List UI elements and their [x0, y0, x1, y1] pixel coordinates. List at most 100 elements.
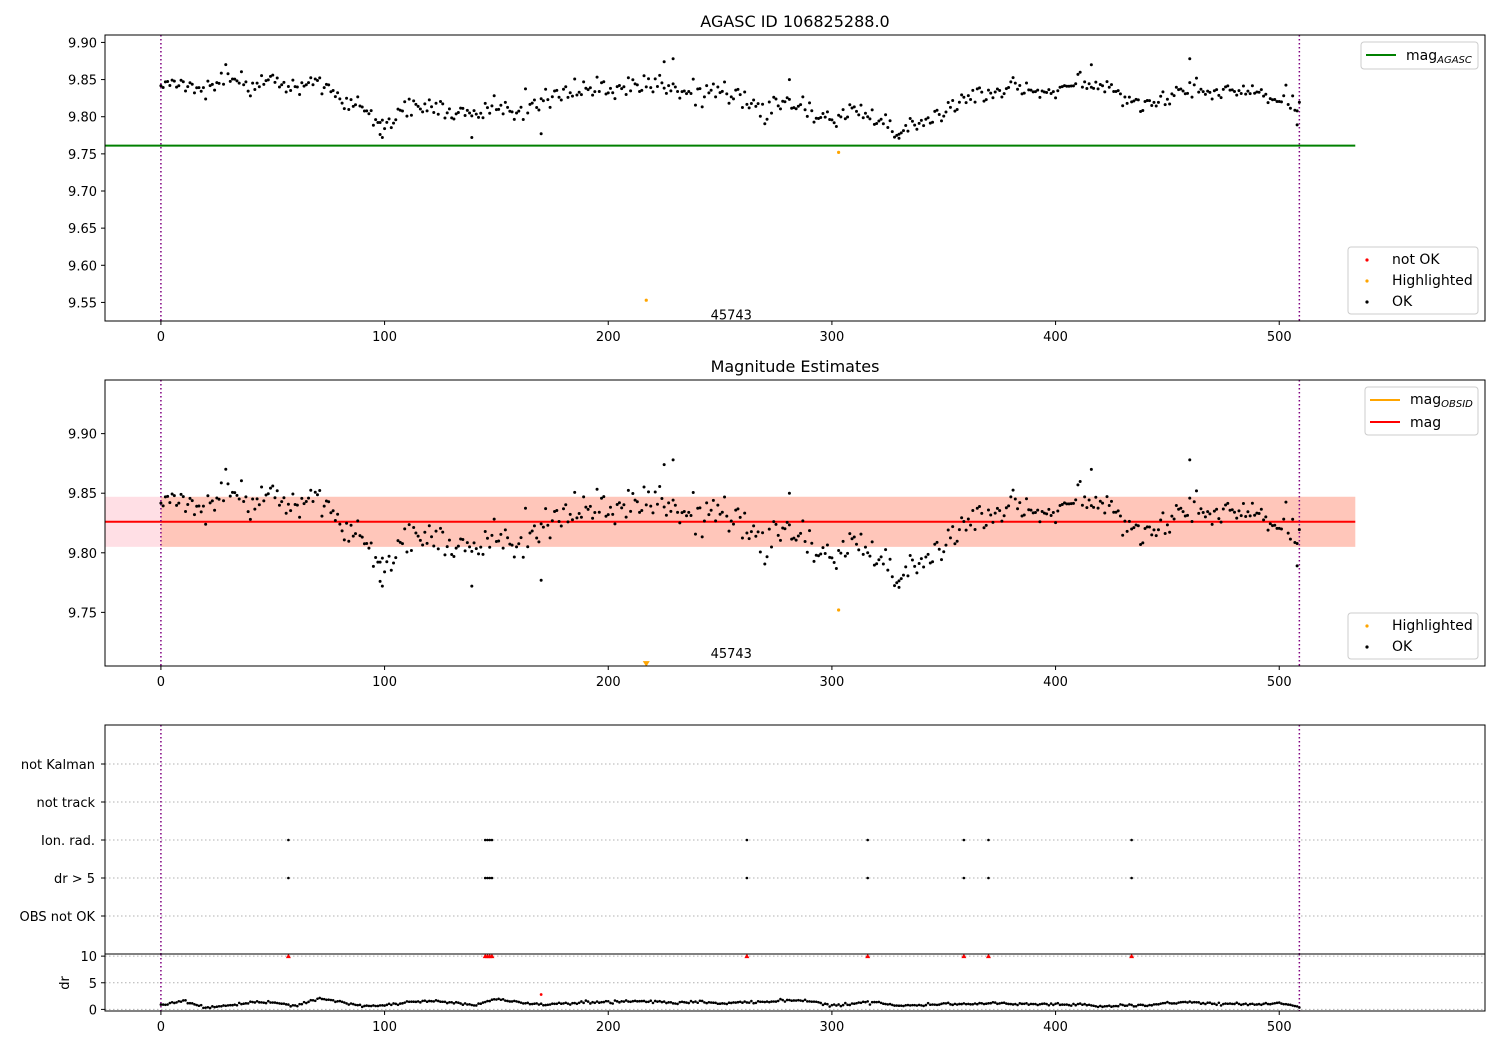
dr-point: [1284, 1002, 1288, 1006]
ok-point: [436, 547, 440, 551]
ok-point: [897, 585, 901, 589]
dr-point: [378, 1004, 382, 1007]
ok-point: [747, 106, 751, 110]
dr-point: [644, 1000, 648, 1004]
ok-point: [1094, 495, 1098, 499]
ok-point: [483, 101, 487, 105]
ok-point: [1134, 97, 1138, 101]
ok-point: [808, 529, 812, 533]
ok-point: [893, 135, 897, 139]
ok-point: [246, 510, 250, 514]
ok-point: [1266, 101, 1270, 105]
ok-point: [808, 101, 812, 105]
panel1-ytick-label: 9.65: [68, 222, 97, 237]
ok-point: [1121, 533, 1125, 537]
dr-point: [249, 1000, 252, 1003]
ok-point: [208, 501, 212, 505]
dr-point: [788, 998, 791, 1002]
ok-point: [725, 514, 729, 518]
panel1-xtick-label: 500: [1267, 330, 1292, 345]
ok-point: [886, 568, 890, 572]
ok-point: [172, 79, 176, 83]
dr-point: [1014, 1002, 1017, 1006]
dr-point: [421, 999, 424, 1003]
ok-point: [1096, 87, 1100, 91]
dr-point: [1291, 1004, 1294, 1007]
ok-point: [1154, 104, 1158, 108]
ok-point: [1244, 92, 1248, 96]
ok-point: [1094, 80, 1098, 84]
dr-point: [627, 1000, 630, 1003]
ok-point: [680, 511, 684, 515]
ok-point: [723, 80, 727, 84]
ok-point: [573, 490, 577, 494]
dr-point: [913, 1003, 916, 1007]
ok-point: [425, 109, 429, 113]
ok-point: [1045, 512, 1049, 516]
ok-point: [765, 555, 769, 559]
dr-point: [962, 1002, 966, 1005]
dr-point: [996, 1002, 999, 1006]
dr-point: [309, 998, 313, 1002]
ok-point: [969, 97, 973, 101]
ok-point: [1074, 82, 1078, 86]
ok-point: [465, 541, 469, 545]
dr-point: [298, 1002, 301, 1006]
ok-point: [966, 517, 970, 521]
dr-point: [597, 1001, 601, 1005]
dr-point: [559, 1002, 563, 1005]
ok-point: [1143, 100, 1147, 104]
dr-point: [242, 1002, 245, 1006]
ok-point: [852, 105, 856, 109]
ok-point: [409, 113, 413, 117]
ok-point: [1282, 94, 1286, 98]
ok-point: [242, 83, 246, 87]
ok-point: [837, 548, 841, 552]
dr-point: [311, 998, 315, 1002]
dr-point: [984, 1002, 988, 1006]
ok-point: [242, 499, 246, 503]
dr-point: [490, 998, 494, 1002]
dr-point: [613, 999, 617, 1002]
ok-point: [1215, 507, 1219, 511]
dr-point: [817, 1000, 820, 1004]
dr-point: [307, 1000, 310, 1004]
ok-point: [743, 90, 747, 94]
dr-point: [1020, 1002, 1024, 1006]
ok-point: [1148, 525, 1152, 529]
dr-point: [922, 1004, 925, 1008]
ok-point: [1033, 511, 1037, 515]
ok-point: [1132, 526, 1136, 530]
panel1-ytick-label: 9.60: [68, 259, 97, 274]
flag-point: [486, 876, 489, 880]
ok-point: [374, 118, 378, 122]
ok-point: [1096, 506, 1100, 510]
ok-point: [1291, 94, 1295, 98]
dr-point: [273, 1001, 277, 1004]
dr-point: [179, 1000, 183, 1003]
dr-point: [284, 1003, 288, 1006]
dr-point: [184, 999, 187, 1002]
ok-point: [859, 532, 863, 536]
dr-point: [217, 1004, 221, 1008]
ok-point: [600, 81, 604, 85]
dr-point: [636, 1000, 639, 1003]
ok-point: [756, 530, 760, 534]
ok-point: [1241, 502, 1245, 506]
dr-point: [776, 999, 780, 1003]
ok-point: [416, 534, 420, 538]
ok-point: [526, 545, 530, 549]
ok-point: [673, 503, 677, 507]
ok-point: [570, 94, 574, 98]
ok-point: [861, 116, 865, 120]
ok-point: [470, 584, 474, 588]
dr-point: [264, 1001, 268, 1005]
ok-point: [660, 81, 664, 85]
ok-point: [1262, 518, 1266, 522]
dr-point: [313, 999, 317, 1003]
dr-point: [170, 1000, 174, 1004]
ok-point: [219, 71, 223, 75]
ok-point: [906, 129, 910, 133]
dr-point: [226, 1004, 230, 1007]
ok-point: [181, 495, 185, 499]
